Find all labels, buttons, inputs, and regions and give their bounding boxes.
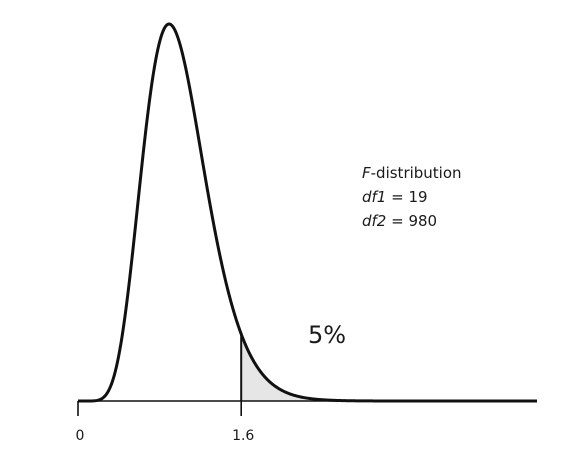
shaded-tail-area: [241, 334, 537, 401]
legend-distribution-rest: -distribution: [371, 164, 462, 182]
legend-df2: df2 = 980: [362, 212, 437, 230]
legend-distribution: F-distribution: [362, 164, 462, 182]
legend-df1-italic: df1: [362, 188, 386, 206]
density-curve: [77, 22, 538, 403]
legend-df2-rest: = 980: [386, 212, 437, 230]
legend-distribution-italic: F: [362, 164, 371, 182]
legend-df1-rest: = 19: [386, 188, 427, 206]
x-tick-label-1-6: 1.6: [232, 428, 254, 444]
x-tick-label-0: 0: [76, 428, 85, 444]
tail-percent-label: 5%: [308, 321, 346, 349]
legend-df1: df1 = 19: [362, 188, 428, 206]
legend-df2-italic: df2: [362, 212, 386, 230]
